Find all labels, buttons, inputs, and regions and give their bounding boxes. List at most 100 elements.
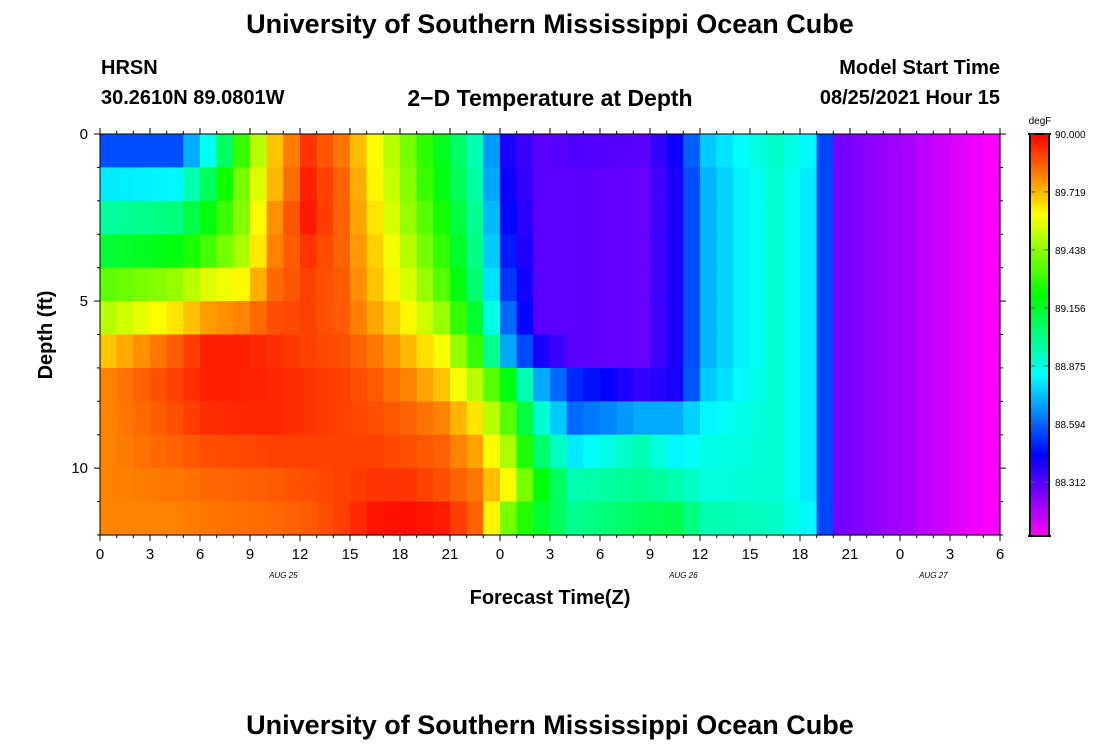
heatmap-cell xyxy=(400,267,418,302)
heatmap-cell xyxy=(250,134,268,169)
heatmap-cell xyxy=(450,267,468,302)
heatmap-cell xyxy=(983,200,1001,235)
heatmap-cell xyxy=(533,301,551,336)
heatmap-cell xyxy=(800,367,818,402)
heatmap-cell xyxy=(100,167,118,202)
heatmap-cell xyxy=(400,301,418,336)
heatmap-cell xyxy=(566,134,584,169)
heatmap-cell xyxy=(500,234,518,269)
heatmap-cell xyxy=(100,401,118,436)
heatmap-cell xyxy=(916,334,934,369)
heatmap-cell xyxy=(750,267,768,302)
heatmap-cell xyxy=(483,301,501,336)
heatmap-cell xyxy=(733,200,751,235)
heatmap-cell xyxy=(766,267,784,302)
heatmap-cell xyxy=(816,134,834,169)
heatmap-cell xyxy=(100,267,118,302)
heatmap-cell xyxy=(766,134,784,169)
heatmap-cell xyxy=(650,200,668,235)
heatmap-cell xyxy=(200,434,218,469)
heatmap-cell xyxy=(916,301,934,336)
heatmap-cell xyxy=(666,367,684,402)
heatmap-cell xyxy=(983,301,1001,336)
heatmap-cell xyxy=(166,301,184,336)
heatmap-cell xyxy=(683,301,701,336)
heatmap-cell xyxy=(833,167,851,202)
heatmap-cell xyxy=(133,134,151,169)
heatmap-cell xyxy=(283,234,301,269)
heatmap-cell xyxy=(250,501,268,536)
heatmap-cell xyxy=(733,134,751,169)
heatmap-cell xyxy=(533,367,551,402)
heatmap-cell xyxy=(183,468,201,503)
heatmap-cell xyxy=(950,267,968,302)
heatmap-cell xyxy=(950,434,968,469)
heatmap-cell xyxy=(933,301,951,336)
heatmap-cell xyxy=(466,334,484,369)
heatmap-cell xyxy=(533,468,551,503)
heatmap-cell xyxy=(950,367,968,402)
heatmap-cell xyxy=(400,167,418,202)
heatmap-cell xyxy=(966,334,984,369)
heatmap-cell xyxy=(216,200,234,235)
heatmap-cell xyxy=(933,267,951,302)
heatmap-cell xyxy=(566,468,584,503)
heatmap-cell xyxy=(700,234,718,269)
heatmap-cell xyxy=(233,468,251,503)
heatmap-cell xyxy=(683,434,701,469)
heatmap-cell xyxy=(433,468,451,503)
heatmap-cell xyxy=(500,134,518,169)
heatmap-cell xyxy=(416,167,434,202)
heatmap-cell xyxy=(450,468,468,503)
heatmap-cell xyxy=(316,267,334,302)
heatmap-cell xyxy=(283,301,301,336)
heatmap-cell xyxy=(866,434,884,469)
heatmap-cell xyxy=(216,367,234,402)
heatmap-cell xyxy=(316,301,334,336)
heatmap-cell xyxy=(216,301,234,336)
heatmap-cell xyxy=(483,200,501,235)
heatmap-cell xyxy=(816,167,834,202)
heatmap-cell xyxy=(783,167,801,202)
heatmap-cell xyxy=(666,134,684,169)
heatmap-cell xyxy=(700,367,718,402)
heatmap-cell xyxy=(500,401,518,436)
heatmap-cell xyxy=(100,301,118,336)
heatmap-cell xyxy=(433,367,451,402)
heatmap-cell xyxy=(800,234,818,269)
heatmap-cell xyxy=(483,234,501,269)
heatmap-cell xyxy=(850,200,868,235)
heatmap-cell xyxy=(483,501,501,536)
heatmap-cell xyxy=(283,267,301,302)
heatmap-cell xyxy=(450,401,468,436)
heatmap-cell xyxy=(416,334,434,369)
heatmap-cell xyxy=(433,434,451,469)
heatmap-cell xyxy=(616,367,634,402)
heatmap-cell xyxy=(633,501,651,536)
heatmap-cell xyxy=(183,367,201,402)
heatmap-cell xyxy=(666,334,684,369)
heatmap-cell xyxy=(183,134,201,169)
heatmap-cell xyxy=(333,434,351,469)
heatmap-cell xyxy=(883,334,901,369)
heatmap-cell xyxy=(800,401,818,436)
heatmap-cell xyxy=(366,234,384,269)
heatmap-cell xyxy=(200,334,218,369)
heatmap-cell xyxy=(533,267,551,302)
heatmap-cell xyxy=(716,200,734,235)
heatmap-cell xyxy=(200,134,218,169)
heatmap-cell xyxy=(750,468,768,503)
heatmap-cell xyxy=(783,468,801,503)
heatmap-cell xyxy=(500,367,518,402)
heatmap-cell xyxy=(100,468,118,503)
heatmap-cell xyxy=(433,334,451,369)
heatmap-cell xyxy=(700,334,718,369)
heatmap-cell xyxy=(666,167,684,202)
heatmap-cell xyxy=(183,167,201,202)
heatmap-cell xyxy=(866,234,884,269)
heatmap-cell xyxy=(316,334,334,369)
heatmap-cell xyxy=(150,434,168,469)
colorbar-label: 88.312 xyxy=(1055,478,1086,489)
heatmap-cell xyxy=(266,501,284,536)
heatmap-cell xyxy=(200,234,218,269)
